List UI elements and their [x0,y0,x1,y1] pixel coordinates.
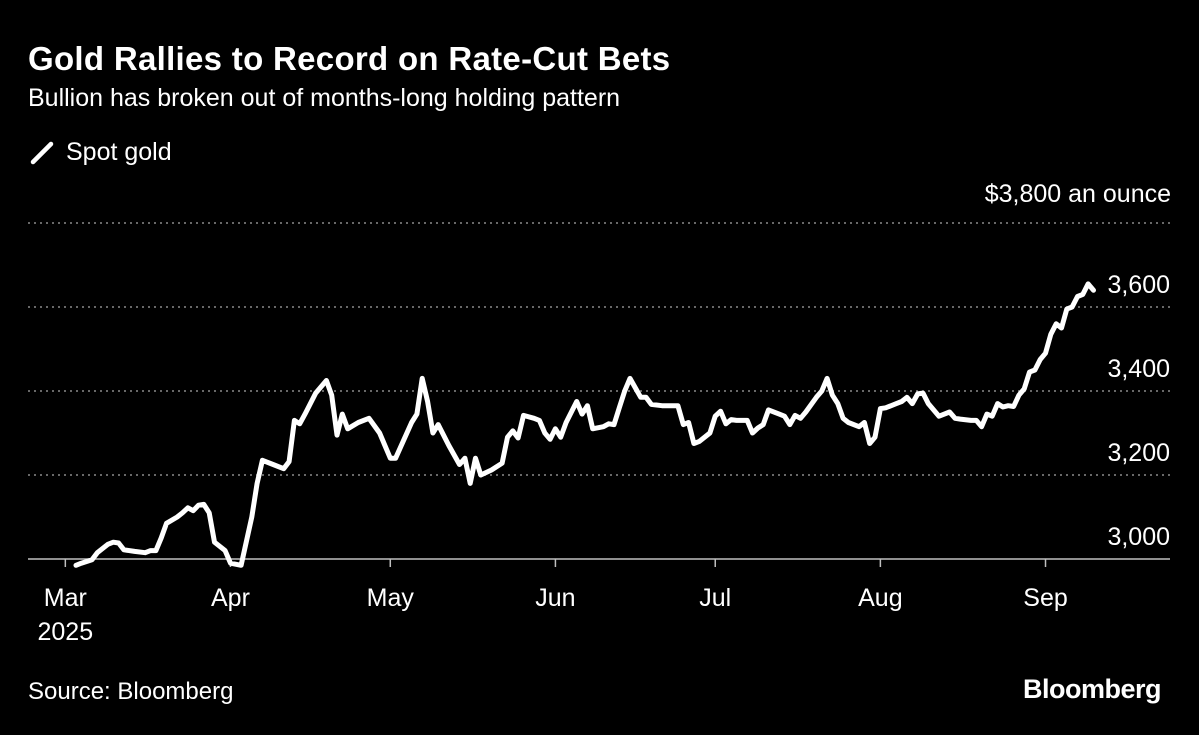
chart-subtitle: Bullion has broken out of months-long ho… [28,84,621,112]
x-tick-label: Aug [858,584,902,612]
legend-line-swatch-icon [30,141,54,164]
x-tick-label: May [367,584,415,612]
x-tick-label: Mar [44,584,87,612]
y-tick-label: 3,000 [1107,523,1170,551]
chart-title: Gold Rallies to Record on Rate-Cut Bets [28,40,671,77]
y-tick-label: 3,400 [1107,355,1170,383]
series-line-spot-gold [73,281,1096,568]
source-note: Source: Bloomberg [28,678,234,705]
legend-label: Spot gold [66,138,172,166]
x-tick-label: Jun [535,584,575,612]
x-tick-sublabel: 2025 [38,618,94,646]
y-tick-label: 3,200 [1107,439,1170,467]
y-axis-top-label: $3,800 an ounce [984,180,1171,208]
legend: Spot gold [30,138,172,167]
x-tick-label: Jul [699,584,731,612]
bloomberg-logo: Bloomberg [1022,674,1162,704]
x-tick-label: Apr [211,584,250,612]
x-tick-label: Sep [1023,584,1067,612]
y-tick-label: 3,600 [1107,271,1170,299]
